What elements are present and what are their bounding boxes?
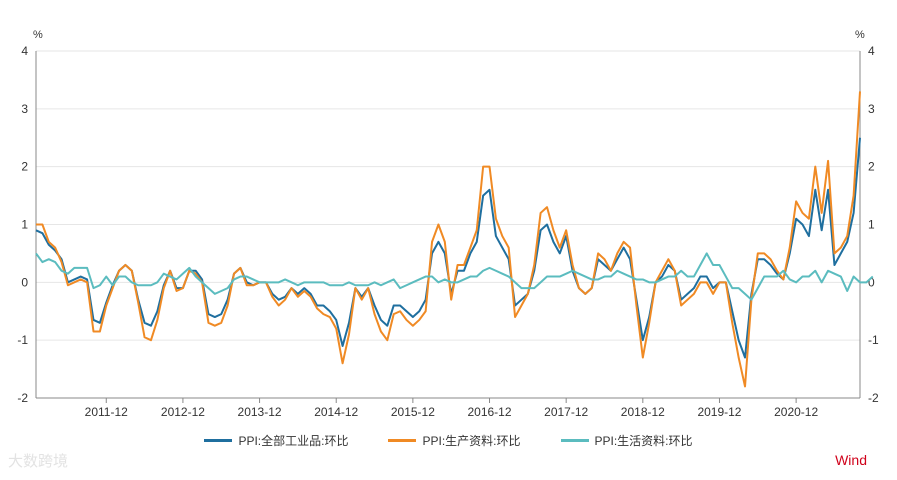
legend-swatch xyxy=(204,438,233,442)
y-axis-left-ticks: -2 -1 0 1 2 3 4 xyxy=(17,44,28,405)
x-tick-label: 2018-12 xyxy=(621,405,665,419)
y-tick-label-left: 3 xyxy=(21,102,28,116)
y-tick-label-right: -1 xyxy=(868,333,879,347)
x-tick-label: 2019-12 xyxy=(697,405,741,419)
y-tick-label-left: -1 xyxy=(17,333,28,347)
y-tick-label-right: -2 xyxy=(868,391,879,405)
series-line-2 xyxy=(35,252,874,301)
y-tick-label-left: 2 xyxy=(21,160,28,174)
y-tick-label-right: 3 xyxy=(868,102,875,116)
x-tick-label: 2020-12 xyxy=(774,405,818,419)
y-tick-label-right: 0 xyxy=(868,275,875,289)
y-tick-label-right: 2 xyxy=(868,160,875,174)
x-tick-label: 2015-12 xyxy=(391,405,435,419)
legend-label: PPI:生产资料:环比 xyxy=(422,433,521,448)
y-tick-label-left: -2 xyxy=(17,391,28,405)
x-tick-label: 2012-12 xyxy=(161,405,205,419)
brand-label: Wind xyxy=(835,452,867,468)
x-tick-label: 2013-12 xyxy=(238,405,282,419)
y-tick-label-left: 0 xyxy=(21,275,28,289)
y-tick-label-left: 1 xyxy=(21,218,28,232)
y-tick-label-right: 1 xyxy=(868,218,875,232)
y-tick-label-right: 4 xyxy=(868,44,875,58)
watermark: 大数跨境 xyxy=(8,453,69,470)
y-tick-label-left: 4 xyxy=(21,44,28,58)
legend-swatch xyxy=(388,438,417,442)
x-axis-ticks: 2011-12 2012-12 2013-12 2014-12 2015-12 2016-… xyxy=(85,398,818,419)
x-tick-label: 2016-12 xyxy=(467,405,511,419)
legend-item-production-materials[interactable]: PPI:生产资料:环比 xyxy=(388,430,521,450)
legend-item-all-industrial[interactable]: PPI:全部工业品:环比 xyxy=(204,430,348,450)
legend-label: PPI:全部工业品:环比 xyxy=(238,433,349,448)
legend-swatch xyxy=(560,438,589,442)
x-tick-label: 2014-12 xyxy=(314,405,358,419)
y-axis-left-unit: % xyxy=(33,29,43,41)
legend-item-living-materials[interactable]: PPI:生活资料:环比 xyxy=(560,430,693,450)
series-lines xyxy=(35,91,874,388)
y-axis-right-unit: % xyxy=(855,29,865,41)
legend-label: PPI:生活资料:环比 xyxy=(594,433,693,448)
x-tick-label: 2011-12 xyxy=(85,405,128,419)
series-line-1 xyxy=(36,91,861,388)
ppi-line-chart: -2 -1 0 1 2 3 4 -2 -1 0 1 2 3 4 2011-12 2012-12 2013-1… xyxy=(17,29,879,419)
legend: PPI:全部工业品:环比 PPI:生产资料:环比 PPI:生活资料:环比 xyxy=(0,430,897,450)
y-axis-right-ticks: -2 -1 0 1 2 3 4 xyxy=(868,44,879,405)
x-tick-label: 2017-12 xyxy=(544,405,588,419)
series-line-0 xyxy=(35,137,861,359)
